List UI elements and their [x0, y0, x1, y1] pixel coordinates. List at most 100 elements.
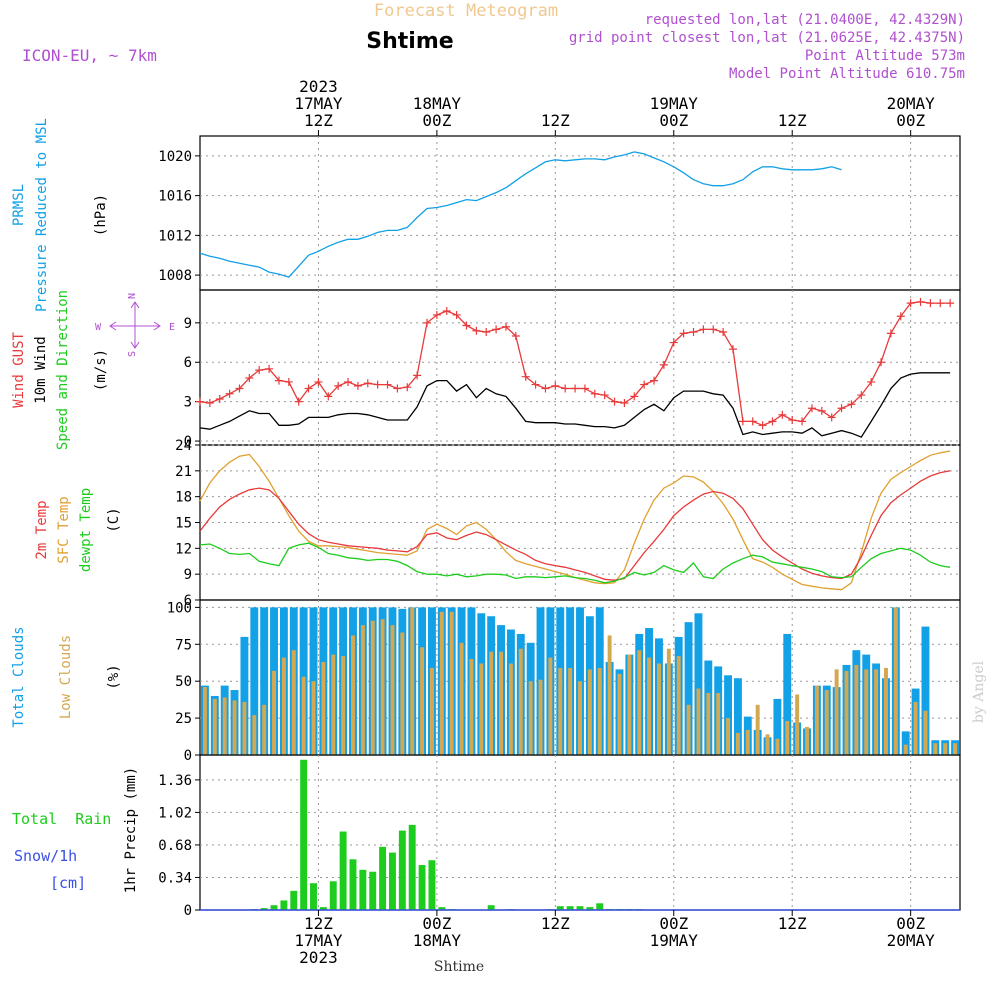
rain-bar-2 — [270, 905, 278, 910]
total-cloud-bar-5 — [250, 607, 259, 755]
gust-marker-3 — [225, 389, 234, 398]
compass-e: E — [169, 322, 175, 333]
temp-label-1: 2m Temp — [34, 500, 50, 559]
rain-bar-5 — [300, 759, 308, 910]
temp-unit: (C) — [106, 507, 122, 532]
gust-marker-69 — [877, 358, 886, 367]
cloud-label-1: Total Clouds — [11, 626, 27, 727]
low-cloud-bar-45 — [647, 657, 652, 755]
low-cloud-bar-24 — [439, 611, 444, 755]
gust-marker-57 — [758, 421, 767, 430]
rain-bar-21 — [487, 905, 495, 910]
temperature-panel: 6 9 12 15 18 21 24 — [175, 438, 961, 609]
footer-station: Shtime — [434, 959, 484, 975]
temp-label-2: SFC Temp — [56, 496, 72, 563]
rain-bar-10 — [349, 859, 357, 910]
gust-marker-19 — [383, 380, 392, 389]
gust-marker-59 — [778, 410, 787, 419]
precip-ytick-label-3: 1.02 — [158, 805, 192, 821]
low-cloud-bar-76 — [953, 743, 958, 755]
gust-marker-73 — [916, 297, 925, 306]
rain-bar-3 — [280, 900, 288, 910]
rain-bar-1 — [260, 908, 268, 910]
top-label-4-2: 12Z — [778, 111, 807, 130]
low-cloud-bar-50 — [696, 688, 701, 755]
rain-bar-26 — [576, 906, 584, 910]
rain-bar-16 — [408, 824, 416, 910]
rain-bar-7 — [319, 907, 327, 910]
gust-marker-24 — [432, 310, 441, 319]
gust-marker-75 — [936, 299, 945, 308]
gust-marker-1 — [205, 398, 214, 407]
gust-marker-65 — [837, 404, 846, 413]
gust-marker-47 — [659, 360, 668, 369]
low-cloud-bar-52 — [716, 693, 721, 755]
low-cloud-bar-41 — [607, 635, 612, 755]
low-cloud-bar-51 — [706, 693, 711, 755]
total-cloud-bar-6 — [260, 607, 269, 755]
low-cloud-bar-55 — [745, 729, 750, 755]
low-cloud-bar-53 — [726, 718, 731, 755]
low-cloud-bar-23 — [429, 667, 434, 755]
rain-bar-13 — [379, 846, 387, 910]
rain-bar-17 — [418, 865, 426, 910]
temp-ytick-label-0: 6 — [184, 593, 192, 609]
gust-marker-36 — [551, 381, 560, 390]
gust-marker-50 — [689, 328, 698, 337]
sfc-temp-line — [199, 450, 951, 591]
gust-marker-37 — [561, 384, 570, 393]
gust-marker-71 — [896, 312, 905, 321]
gust-marker-9 — [284, 377, 293, 386]
low-cloud-bar-22 — [420, 647, 425, 755]
low-cloud-bar-3 — [232, 700, 237, 755]
gust-marker-51 — [699, 325, 708, 334]
pressure-panel: 1008 1012 1016 1020 — [158, 135, 961, 291]
gust-marker-20 — [393, 384, 402, 393]
gust-marker-23 — [423, 318, 432, 327]
rain-bar-4 — [290, 890, 298, 910]
gust-marker-2 — [215, 395, 224, 404]
gust-marker-28 — [472, 326, 481, 335]
low-cloud-bar-35 — [548, 657, 553, 755]
gust-marker-46 — [650, 376, 659, 385]
gust-marker-0 — [196, 397, 204, 406]
gust-marker-35 — [541, 384, 550, 393]
rain-bar-15 — [398, 830, 406, 910]
low-cloud-bar-0 — [202, 687, 207, 755]
gust-marker-66 — [847, 400, 856, 409]
low-cloud-bar-37 — [568, 667, 573, 755]
temp-ytick-label-2: 12 — [175, 541, 192, 557]
gust-marker-25 — [442, 307, 451, 316]
wind-ytick-label-3: 9 — [184, 316, 192, 332]
gust-marker-40 — [590, 389, 599, 398]
cloud-ytick-label-0: 0 — [184, 748, 192, 764]
temp-label-3: dewpt Temp — [78, 488, 94, 572]
rain-bar-11 — [359, 869, 367, 910]
low-cloud-bar-57 — [765, 734, 770, 755]
low-cloud-bar-17 — [370, 620, 375, 755]
low-cloud-bar-67 — [864, 669, 869, 755]
temp-ytick-label-4: 18 — [175, 490, 192, 506]
gust-marker-33 — [521, 372, 530, 381]
low-cloud-bar-9 — [291, 650, 296, 755]
low-cloud-bar-56 — [755, 704, 760, 755]
low-cloud-bar-7 — [272, 670, 276, 755]
compass-n: N — [127, 293, 138, 299]
gust-marker-38 — [571, 384, 580, 393]
rain-bar-19 — [438, 907, 446, 910]
gust-marker-11 — [304, 384, 313, 393]
low-cloud-bar-34 — [538, 679, 543, 755]
low-cloud-bar-43 — [627, 654, 632, 755]
gust-marker-53 — [719, 328, 728, 337]
top-label-1-2: 00Z — [422, 111, 451, 130]
pressure-ytick-label-3: 1020 — [158, 149, 192, 165]
gust-marker-64 — [827, 413, 836, 422]
low-cloud-bar-44 — [637, 650, 642, 755]
low-cloud-bar-48 — [676, 656, 681, 755]
gust-marker-14 — [334, 381, 343, 390]
gust-marker-30 — [492, 325, 501, 334]
low-cloud-bar-46 — [656, 663, 661, 755]
wind-label-2: 10m Wind — [33, 336, 49, 403]
temp-ytick-label-3: 15 — [175, 516, 192, 532]
total-cloud-bar-73 — [921, 626, 930, 755]
